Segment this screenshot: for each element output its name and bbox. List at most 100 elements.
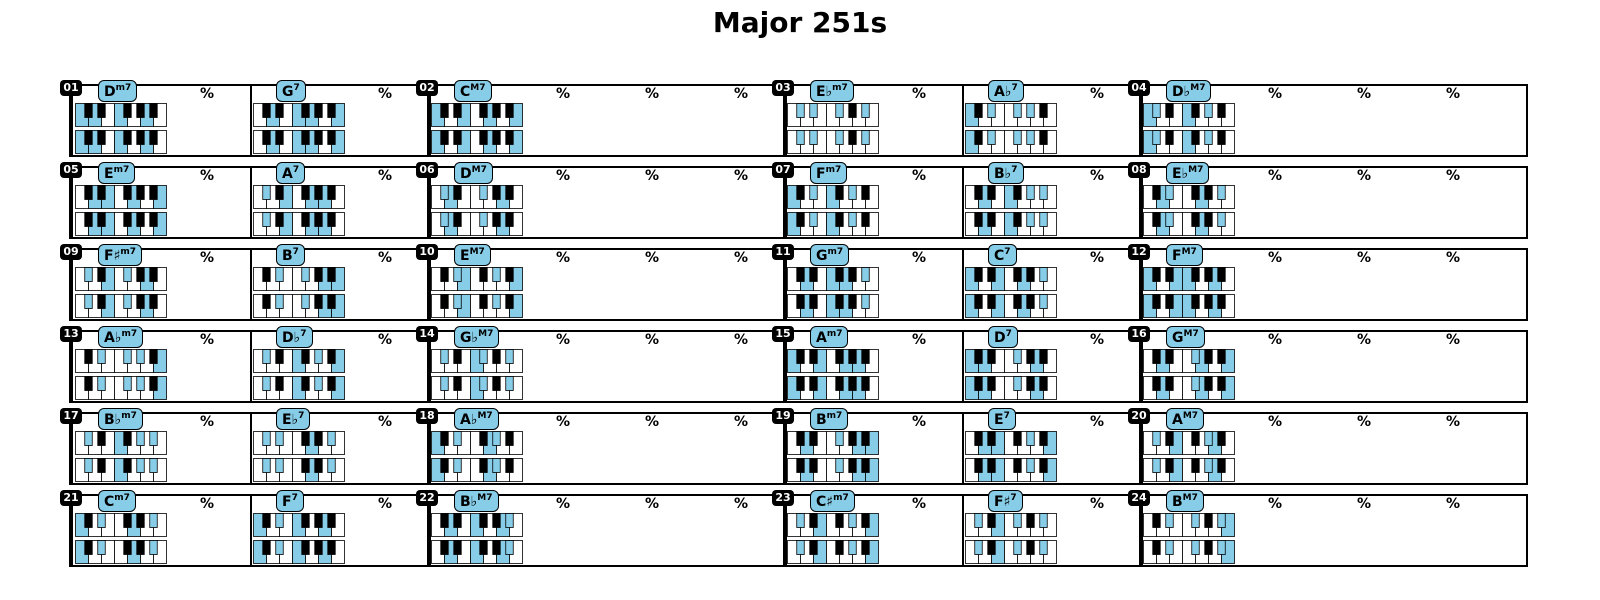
barline: [250, 414, 252, 483]
black-key: [1204, 458, 1213, 473]
chord-root: A♭: [104, 330, 122, 346]
black-key: [1165, 267, 1174, 282]
keyboard-diagram: [75, 185, 167, 209]
chord-quality: 7: [300, 329, 307, 339]
barline: [69, 412, 73, 485]
black-key: [809, 294, 818, 309]
black-key: [301, 212, 310, 227]
black-key: [479, 294, 488, 309]
black-key: [440, 185, 449, 200]
repeat-bar-symbol: %: [556, 250, 571, 266]
barline: [1139, 250, 1143, 319]
black-key: [479, 431, 488, 446]
progression-number-badge: 09: [60, 244, 82, 260]
keyboard-diagram: [253, 185, 345, 209]
black-key: [136, 458, 145, 473]
keyboard-diagram: [787, 212, 879, 236]
black-key: [987, 458, 996, 473]
keyboard-diagram: [787, 458, 879, 482]
progression-number-badge: 17: [60, 408, 82, 424]
black-key: [1204, 540, 1213, 555]
black-key: [1191, 376, 1200, 391]
black-key: [848, 376, 857, 391]
black-key: [492, 130, 501, 145]
black-key: [861, 376, 870, 391]
black-key: [275, 212, 284, 227]
black-key: [505, 540, 514, 555]
repeat-bar-symbol: %: [378, 332, 393, 348]
black-key: [123, 294, 132, 309]
black-key: [848, 103, 857, 118]
barline: [962, 250, 964, 319]
black-key: [1039, 294, 1048, 309]
barline: [427, 168, 431, 237]
black-key: [97, 376, 106, 391]
barline: [69, 248, 73, 321]
black-key: [974, 376, 983, 391]
repeat-bar-symbol: %: [1446, 414, 1461, 430]
black-key: [1026, 267, 1035, 282]
black-key: [848, 540, 857, 555]
black-key: [974, 294, 983, 309]
black-key: [262, 431, 271, 446]
keyboard-diagram: [787, 185, 879, 209]
repeat-bar-symbol: %: [1268, 332, 1283, 348]
repeat-bar-symbol: %: [734, 496, 749, 512]
keyboard-diagram: [787, 130, 879, 154]
black-key: [987, 349, 996, 364]
chord-label: DM7: [454, 162, 493, 184]
black-key: [1165, 294, 1174, 309]
black-key: [275, 458, 284, 473]
black-key: [301, 294, 310, 309]
progression-row: 17 B♭m7 E♭7%% 18 A♭M7%%% 19 Bm7 E7%% 20 AM7%%%: [60, 408, 1528, 485]
black-key: [136, 349, 145, 364]
keyboard-diagram: [75, 540, 167, 564]
black-key: [301, 185, 310, 200]
black-key: [84, 540, 93, 555]
black-key: [796, 294, 805, 309]
chord-quality: 7: [291, 493, 298, 503]
keyboard-diagram: [75, 294, 167, 318]
black-key: [97, 185, 106, 200]
keyboard-diagram: [253, 540, 345, 564]
chord-root: C: [460, 84, 471, 100]
keyboard-diagram: [253, 458, 345, 482]
black-key: [275, 103, 284, 118]
chord-root: B♭: [460, 494, 478, 510]
black-key: [809, 349, 818, 364]
black-key: [301, 349, 310, 364]
chord-root: G♭: [460, 330, 479, 346]
chord-root: B♭: [104, 412, 122, 428]
black-key: [505, 212, 514, 227]
black-key: [1026, 458, 1035, 473]
chord-quality: 7: [292, 247, 299, 257]
black-key: [987, 376, 996, 391]
repeat-bar-symbol: %: [1357, 250, 1372, 266]
black-key: [492, 513, 501, 528]
black-key: [809, 267, 818, 282]
repeat-bar-symbol: %: [734, 414, 749, 430]
keyboard-diagram: [965, 349, 1057, 373]
barline: [427, 414, 431, 483]
keyboard-diagram: [1143, 376, 1235, 400]
barline: [69, 330, 73, 403]
black-key: [796, 540, 805, 555]
chord-root: D: [460, 166, 472, 182]
black-key: [1204, 185, 1213, 200]
black-key: [987, 103, 996, 118]
chord-root: A♭: [994, 84, 1012, 100]
keyboard-diagram: [431, 267, 523, 291]
repeat-bar-symbol: %: [1446, 332, 1461, 348]
black-key: [314, 267, 323, 282]
barline: [250, 250, 252, 319]
black-key: [1165, 513, 1174, 528]
black-key: [440, 349, 449, 364]
black-key: [1026, 540, 1035, 555]
chord-root: D: [994, 330, 1006, 346]
chord-root: D: [104, 84, 116, 100]
black-key: [1204, 103, 1213, 118]
keyboard-diagram: [75, 458, 167, 482]
chord-quality: M7: [1182, 493, 1198, 503]
black-key: [149, 294, 158, 309]
chord-label: F7: [276, 490, 304, 512]
